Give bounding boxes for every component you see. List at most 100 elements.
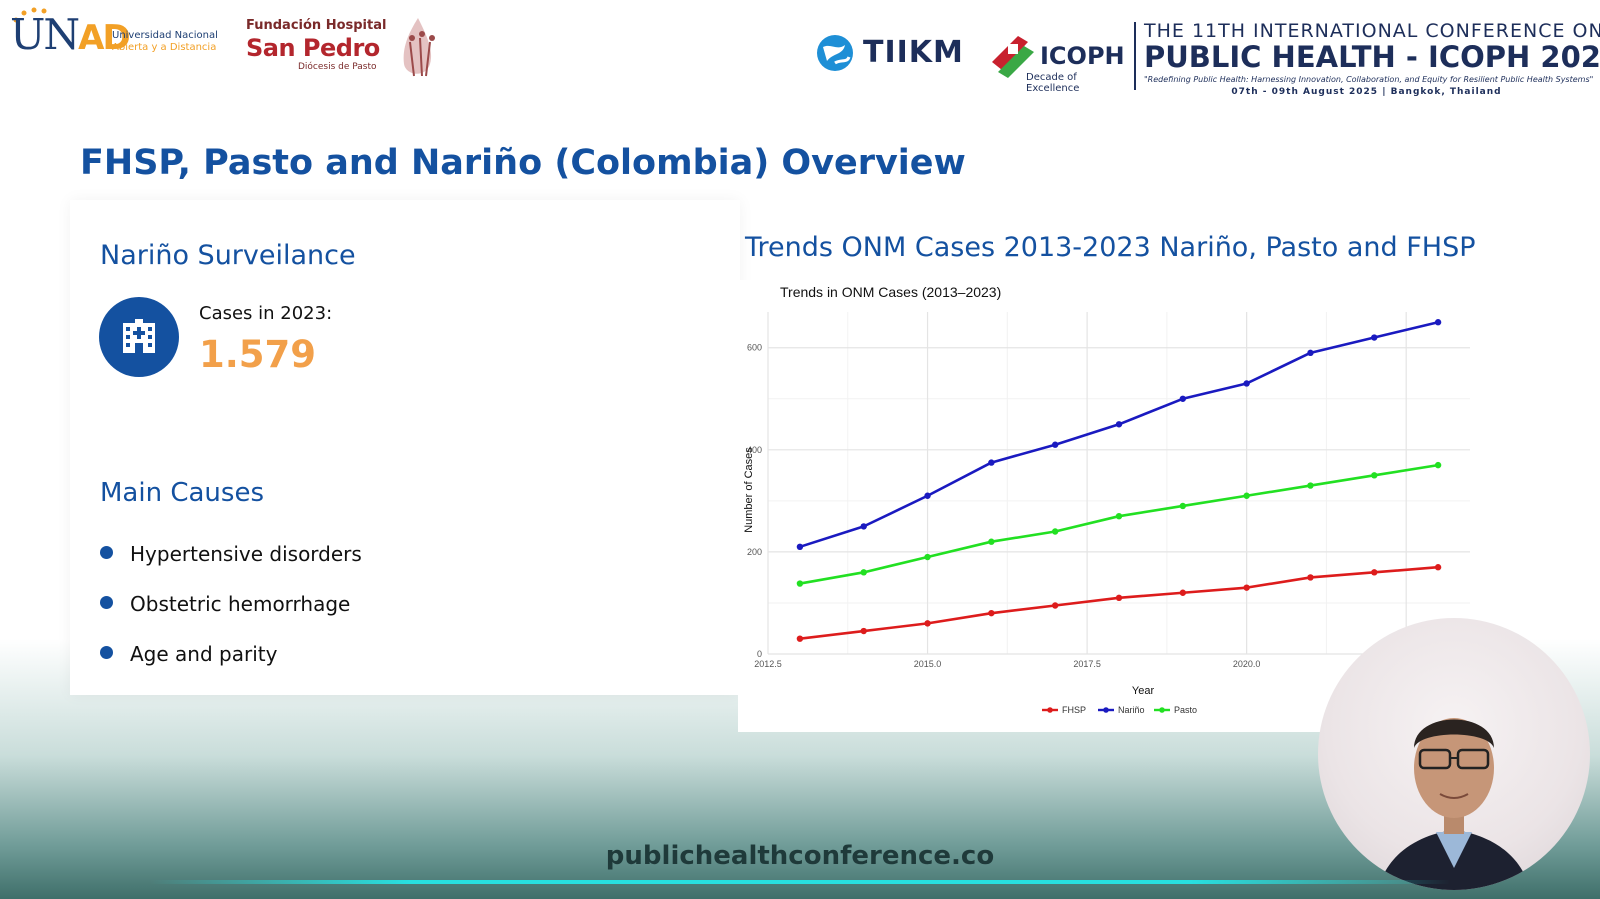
cases-label: Cases in 2023: [199, 303, 333, 324]
unad-name-line1: Universidad Nacional [112, 30, 218, 41]
unad-wordmark-ad: AD [78, 18, 131, 58]
legend-label: FHSP [1062, 705, 1086, 715]
bullet-icon [100, 596, 113, 609]
footer-accent-line [150, 880, 1450, 884]
legend-label: Pasto [1174, 705, 1197, 715]
unad-name-line2: Abierta y a Distancia [112, 42, 217, 53]
hospital-logo-line1: Fundación Hospital [246, 18, 387, 33]
legend-marker [1103, 707, 1109, 713]
data-point [1307, 574, 1314, 581]
chart-series [796, 319, 1442, 642]
slide-title: FHSP, Pasto and Nariño (Colombia) Overvi… [80, 143, 966, 183]
legend-label: Nariño [1118, 705, 1145, 715]
conference-edition: THE 11TH INTERNATIONAL CONFERENCE ON [1144, 20, 1600, 42]
conference-theme: "Redefining Public Health: Harnessing In… [1144, 75, 1594, 84]
header-divider [1134, 22, 1136, 90]
data-point [1115, 421, 1123, 428]
data-point [1179, 589, 1187, 596]
data-point [1307, 482, 1314, 489]
chart-heading: Trends ONM Cases 2013-2023 Nariño, Pasto… [745, 232, 1476, 263]
data-point [860, 569, 867, 576]
cause-text: Age and parity [130, 642, 278, 666]
hospital-figures-icon [403, 18, 435, 77]
footer-url: publichealthconference.co [605, 841, 995, 871]
x-axis-label: Year [1132, 685, 1155, 697]
y-axis-label: Number of Cases [743, 447, 755, 533]
data-point [1371, 472, 1378, 479]
data-point [1179, 502, 1187, 510]
unad-wordmark: UNAD [10, 10, 131, 59]
data-point [988, 459, 995, 466]
conference-name: PUBLIC HEALTH - ICOPH 2025 [1144, 40, 1600, 74]
data-point [924, 553, 931, 561]
data-point [796, 543, 804, 551]
cases-value: 1.579 [199, 333, 317, 376]
data-point [1243, 584, 1250, 591]
causes-heading: Main Causes [100, 478, 264, 508]
data-point [1179, 395, 1187, 402]
hospital-icon [99, 297, 179, 377]
tiikm-wordmark: TIIKM [863, 35, 964, 70]
data-point [1051, 528, 1059, 535]
unad-wordmark-un: UN [10, 10, 80, 59]
series-pasto [796, 461, 1442, 587]
data-point [1371, 334, 1378, 341]
data-point [924, 620, 931, 627]
unad-name: Universidad Nacional Abierta y a Distanc… [112, 30, 218, 54]
x-tick-label: 2017.5 [1073, 659, 1101, 669]
cause-text: Hypertensive disorders [130, 542, 362, 566]
series-nariño [796, 319, 1442, 551]
legend-marker [1047, 707, 1053, 713]
tiikm-logo: TIIKM [815, 33, 975, 73]
data-point [1371, 569, 1378, 576]
data-point [1307, 349, 1314, 357]
data-point [796, 580, 804, 587]
data-point [924, 492, 931, 499]
surveillance-heading: Nariño Surveilance [100, 240, 356, 271]
x-tick-label: 2015.0 [914, 659, 942, 669]
bullet-icon [100, 646, 113, 659]
bullet-icon [100, 546, 113, 559]
legend-marker [1159, 707, 1165, 713]
series-fhsp [796, 564, 1442, 642]
data-point [1434, 564, 1442, 571]
y-tick-label: 200 [747, 547, 762, 557]
data-point [860, 523, 867, 530]
chart-legend: FHSP Nariño Pasto [1042, 705, 1197, 715]
data-point [1051, 602, 1059, 609]
data-point [796, 635, 804, 642]
data-point [1115, 512, 1123, 520]
hospital-logo-line2: San Pedro [246, 34, 380, 62]
data-point [1434, 319, 1442, 326]
hospital-logo-line3: Diócesis de Pasto [298, 62, 377, 72]
presenter-webcam [1318, 618, 1590, 890]
unad-dots-icon [13, 7, 47, 23]
x-tick-label: 2012.5 [754, 659, 782, 669]
hospital-san-pedro-logo: Fundación Hospital San Pedro Diócesis de… [240, 12, 450, 82]
icoph-tagline: Decade of Excellence [1026, 72, 1080, 94]
globe-icon [817, 35, 853, 71]
chart-title: Trends in ONM Cases (2013–2023) [780, 284, 1001, 300]
x-tick-label: 2020.0 [1233, 659, 1261, 669]
data-point [988, 538, 995, 545]
cause-text: Obstetric hemorrhage [130, 592, 351, 616]
conference-banner: THE 11TH INTERNATIONAL CONFERENCE ON PUB… [1144, 20, 1600, 97]
data-point [860, 627, 867, 635]
unad-logo: UNAD Universidad Nacional Abierta y a Di… [8, 7, 218, 66]
presenter-silhouette-icon [1378, 718, 1530, 890]
data-point [1434, 461, 1442, 469]
data-point [988, 609, 995, 617]
data-point [1051, 441, 1059, 448]
conference-dates: 07th - 09th August 2025 | Bangkok, Thail… [1231, 87, 1502, 97]
icoph-logo: ICOPH Decade of Excellence [988, 32, 1128, 94]
overview-card [70, 200, 740, 695]
hospital-building-icon [123, 319, 155, 353]
icoph-wordmark: ICOPH [1040, 42, 1125, 70]
data-point [1243, 380, 1250, 387]
data-point [1243, 492, 1250, 499]
y-tick-label: 400 [747, 445, 762, 455]
chart-grid [767, 312, 1470, 655]
icoph-emblem-icon [992, 36, 1034, 78]
y-tick-label: 0 [757, 649, 762, 659]
data-point [1115, 594, 1123, 602]
